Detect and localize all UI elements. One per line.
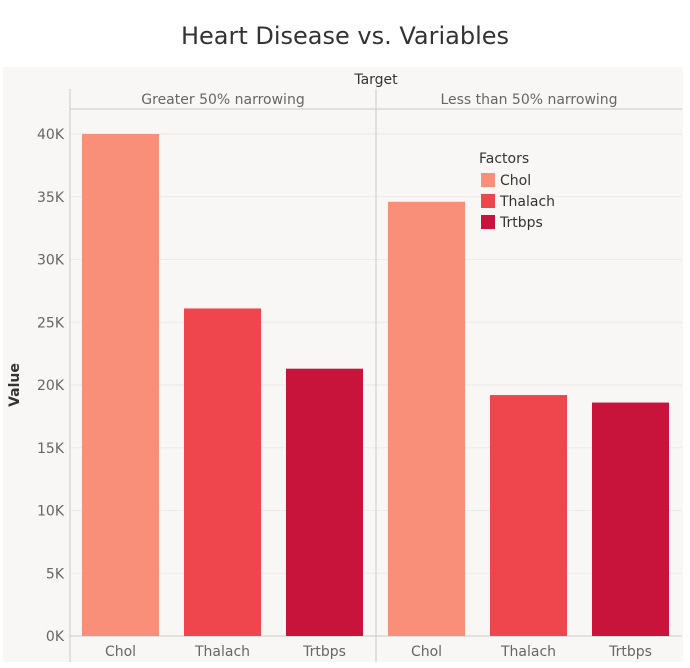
x-tick-label: Thalach [194,644,250,660]
x-axis-ticks: Chol Thalach Trtbps Chol Thalach Trtbps [105,644,652,660]
y-tick-label: 35K [37,190,65,206]
y-tick-label: 15K [37,441,65,457]
column-header-label: Target [353,72,398,88]
x-tick-label: Thalach [500,644,556,660]
x-tick-label: Chol [105,644,136,660]
bar-chol[interactable] [82,134,159,636]
x-tick-label: Chol [411,644,442,660]
legend-swatch[interactable] [481,215,495,229]
x-tick-label: Trtbps [608,644,652,660]
panel-header: Greater 50% narrowing [141,92,304,108]
legend[interactable]: Factors Chol Thalach Trtbps [479,151,555,231]
y-axis-label: Value [7,363,23,407]
legend-item-label[interactable]: Chol [500,173,531,189]
bar-thalach[interactable] [184,308,261,636]
panel-headers: Greater 50% narrowing Less than 50% narro… [141,92,617,108]
x-tick-label: Trtbps [302,644,346,660]
bar-trtbps[interactable] [592,402,669,636]
y-tick-label: 20K [37,378,65,394]
legend-title: Factors [479,151,529,167]
y-tick-label: 25K [37,315,65,331]
bar-thalach[interactable] [490,395,567,636]
legend-item-label[interactable]: Thalach [499,194,555,210]
y-tick-label: 0K [46,629,65,645]
legend-swatch[interactable] [481,194,495,208]
bar-chol[interactable] [388,201,465,636]
panel-frame [69,89,682,662]
chart-title: Heart Disease vs. Variables [180,22,510,50]
legend-item-label[interactable]: Trtbps [499,215,543,231]
bars [82,134,669,636]
panel-header: Less than 50% narrowing [440,92,617,108]
y-axis-ticks: 0K 5K 10K 15K 20K 25K 30K 35K 40K [37,127,65,645]
y-tick-label: 10K [37,504,65,520]
bar-trtbps[interactable] [286,368,363,636]
legend-swatch[interactable] [481,173,495,187]
y-tick-label: 5K [46,566,65,582]
y-tick-label: 40K [37,127,65,143]
y-tick-label: 30K [37,253,65,269]
